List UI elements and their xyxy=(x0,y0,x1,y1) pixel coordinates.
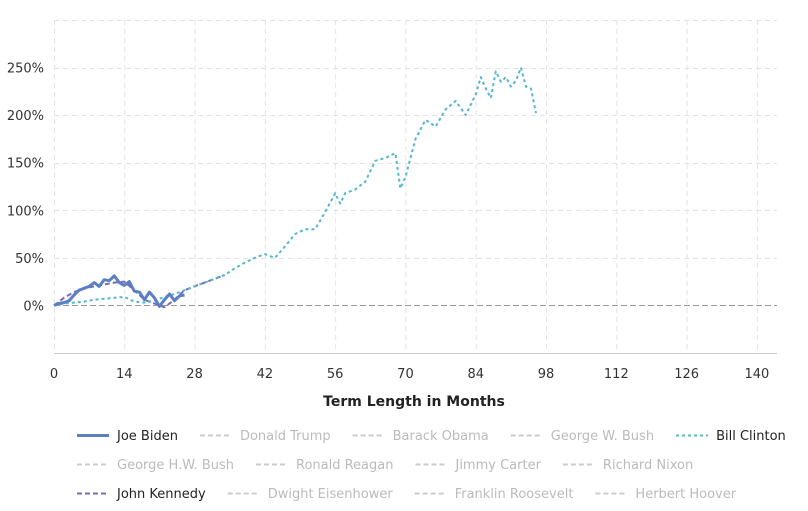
legend-label: Dwight Eisenhower xyxy=(268,487,394,502)
y-tick-label: 200% xyxy=(7,109,44,124)
y-axis-ticks: 0% 50% 100% 150% 200% 250% xyxy=(7,62,44,315)
legend-item-franklin-roosevelt[interactable]: Franklin Roosevelt xyxy=(414,487,574,502)
series-line-joe-biden xyxy=(53,274,185,308)
legend-item-joe-biden[interactable]: Joe Biden xyxy=(77,429,178,444)
x-tick-label: 42 xyxy=(257,367,274,382)
x-axis-ticks: 0 14 28 42 56 70 84 98 112 126 140 xyxy=(50,367,769,382)
series-line-bill-clinton xyxy=(53,66,537,307)
y-tick-label: 150% xyxy=(7,157,44,172)
x-tick-label: 14 xyxy=(116,367,133,382)
y-tick-label: 0% xyxy=(23,299,44,314)
x-tick-label: 0 xyxy=(50,367,58,382)
legend-label: Richard Nixon xyxy=(603,458,693,473)
legend-item-barack-obama[interactable]: Barack Obama xyxy=(352,429,489,444)
series-lines xyxy=(53,66,537,309)
x-tick-label: 98 xyxy=(538,367,555,382)
legend-item-ronald-reagan[interactable]: Ronald Reagan xyxy=(256,458,393,473)
legend-label: George W. Bush xyxy=(551,429,654,444)
legend-label: George H.W. Bush xyxy=(117,458,234,473)
legend-item-george-h-w-bush[interactable]: George H.W. Bush xyxy=(77,458,234,473)
legend-label: Joe Biden xyxy=(116,429,178,444)
legend-item-donald-trump[interactable]: Donald Trump xyxy=(199,429,331,444)
x-tick-label: 140 xyxy=(745,367,770,382)
legend-item-jimmy-carter[interactable]: Jimmy Carter xyxy=(415,458,542,473)
x-tick-label: 84 xyxy=(467,367,484,382)
x-axis-title: Term Length in Months xyxy=(323,394,505,410)
legend-label: John Kennedy xyxy=(116,487,206,502)
legend-item-john-kennedy[interactable]: John Kennedy xyxy=(77,487,206,502)
x-tick-label: 28 xyxy=(186,367,203,382)
legend-label: Herbert Hoover xyxy=(635,487,736,502)
y-tick-label: 250% xyxy=(7,62,44,77)
legend-item-george-w-bush[interactable]: George W. Bush xyxy=(510,429,654,444)
legend-label: Franklin Roosevelt xyxy=(455,487,574,502)
x-tick-label: 70 xyxy=(397,367,414,382)
legend-label: Jimmy Carter xyxy=(454,458,541,473)
legend-item-herbert-hoover[interactable]: Herbert Hoover xyxy=(595,487,737,502)
legend-item-bill-clinton[interactable]: Bill Clinton xyxy=(676,429,786,444)
legend-label: Ronald Reagan xyxy=(296,458,393,473)
legend-label: Donald Trump xyxy=(240,429,331,444)
legend-label: Barack Obama xyxy=(393,429,489,444)
legend-item-richard-nixon[interactable]: Richard Nixon xyxy=(562,458,693,473)
y-tick-label: 50% xyxy=(15,252,44,267)
legend: Joe Biden Donald Trump Barack Obama George … xyxy=(77,429,786,502)
x-tick-label: 112 xyxy=(604,367,629,382)
y-tick-label: 100% xyxy=(7,204,44,219)
legend-item-dwight-eisenhower[interactable]: Dwight Eisenhower xyxy=(227,487,394,502)
x-tick-label: 56 xyxy=(327,367,344,382)
legend-label: Bill Clinton xyxy=(716,429,786,444)
x-tick-label: 126 xyxy=(674,367,699,382)
